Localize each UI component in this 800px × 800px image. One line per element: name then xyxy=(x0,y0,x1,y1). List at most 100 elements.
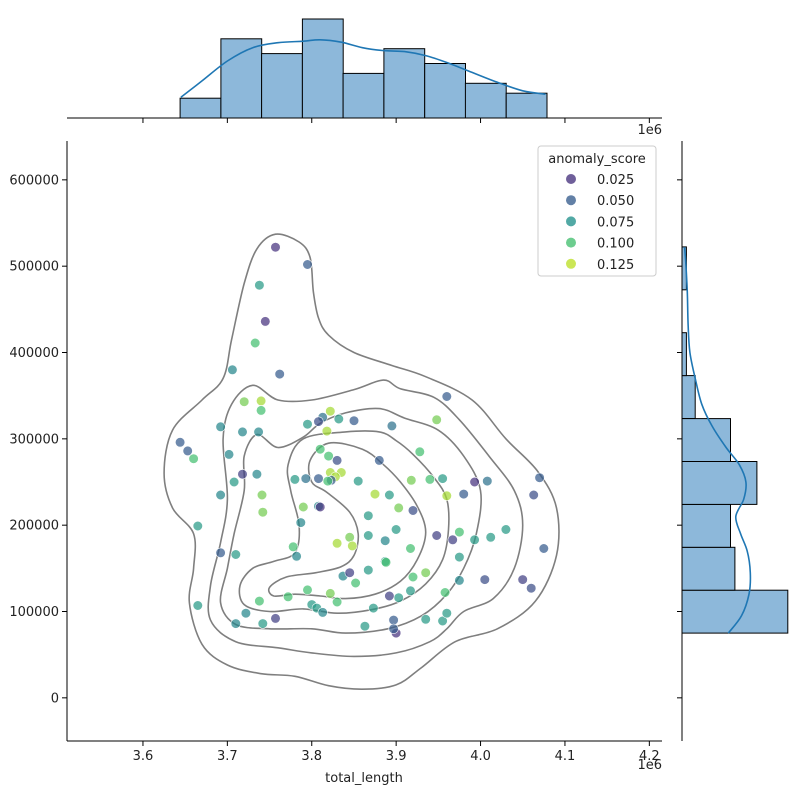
scatter-point xyxy=(254,280,265,291)
y-tick-label: 100000 xyxy=(9,605,59,620)
scatter-point xyxy=(393,592,404,603)
scatter-point xyxy=(315,444,326,455)
scatter-point xyxy=(188,453,199,464)
scatter-point xyxy=(447,534,458,545)
top-histogram-bar xyxy=(301,18,344,119)
scatter-point xyxy=(302,584,313,596)
scatter-point xyxy=(407,571,419,583)
scatter-point xyxy=(291,551,302,562)
scatter-point xyxy=(437,473,448,484)
scatter-point xyxy=(479,574,490,585)
scatter-point xyxy=(406,475,417,486)
scatter-point xyxy=(363,530,374,541)
scatter-point xyxy=(274,369,285,380)
scatter-point xyxy=(270,613,281,624)
scatter-point xyxy=(321,426,333,437)
scatter-point xyxy=(380,557,392,568)
right-histogram-bar xyxy=(681,503,731,548)
scatter-point xyxy=(441,391,452,402)
scatter-point xyxy=(344,532,355,543)
scatter-point xyxy=(251,469,262,480)
right-marginal-histogram xyxy=(681,246,789,634)
scatter-point xyxy=(240,608,251,619)
x-tick-label: 4.2 xyxy=(639,749,660,764)
scatter-point xyxy=(359,621,371,632)
scatter-point xyxy=(441,490,452,501)
main-scatter-plot xyxy=(163,233,560,691)
scatter-point xyxy=(414,446,425,457)
legend-label: 0.075 xyxy=(597,215,634,230)
scatter-point xyxy=(256,405,267,416)
scatter-point xyxy=(332,538,343,549)
scatter-point xyxy=(454,526,465,538)
scatter-point xyxy=(368,602,379,614)
legend-label: 0.100 xyxy=(597,237,634,252)
scatter-point xyxy=(182,445,193,457)
scatter-point xyxy=(215,489,226,501)
scatter-point xyxy=(454,551,465,563)
scatter-point xyxy=(405,585,416,596)
scatter-point xyxy=(538,543,549,554)
legend-entries: 0.025 0.050 0.075 0.100 0.125 xyxy=(566,173,634,273)
x-axis-label: total_length xyxy=(325,771,403,786)
scatter-point xyxy=(350,577,361,589)
axes: 3.6 3.7 3.8 3.9 4.0 4.1 4.2 0 100000 200000 300000… xyxy=(9,117,683,764)
scatter-point xyxy=(289,474,301,485)
scatter-point xyxy=(526,583,537,594)
legend-label: 0.025 xyxy=(597,173,634,188)
scatter-point xyxy=(384,590,395,602)
scatter-point xyxy=(302,419,313,430)
scatter-point xyxy=(260,316,271,327)
legend-marker xyxy=(566,174,576,184)
scatter-point xyxy=(215,547,226,558)
scatter-point xyxy=(250,337,261,349)
scatter-point xyxy=(317,607,328,618)
legend-marker xyxy=(566,195,576,206)
scatter-point xyxy=(348,415,360,426)
scatter-point xyxy=(393,502,404,514)
scatter-point xyxy=(454,575,465,586)
scatter-point xyxy=(369,489,381,500)
top-histogram-bar xyxy=(383,48,426,119)
scatter-point xyxy=(469,476,480,488)
scatter-point xyxy=(229,476,240,488)
scatter-point xyxy=(313,416,324,427)
top-histogram-bar xyxy=(342,72,385,119)
right-histogram-bar xyxy=(681,589,789,634)
scatter-point xyxy=(440,587,451,598)
scatter-point xyxy=(256,489,268,501)
scatter-point xyxy=(374,455,385,466)
scatter-point xyxy=(325,588,336,599)
legend-marker xyxy=(566,237,576,248)
legend-label: 0.125 xyxy=(597,258,634,273)
scatter-point xyxy=(388,614,399,626)
legend: anomaly_score 0.025 0.050 0.075 0.100 0.125 xyxy=(537,145,657,277)
x-tick-label: 3.8 xyxy=(301,749,322,764)
scatter-point xyxy=(344,567,355,578)
scatter-point xyxy=(353,476,364,487)
scatter-point xyxy=(257,618,268,629)
top-kde-line xyxy=(180,38,546,98)
top-histogram-bar xyxy=(220,38,263,119)
scatter-point xyxy=(227,364,238,375)
kde-contour-2 xyxy=(207,379,524,658)
scatter-point xyxy=(257,507,268,518)
scatter-point xyxy=(420,614,431,625)
scatter-point xyxy=(283,591,294,602)
x-tick-label: 3.7 xyxy=(217,749,238,764)
top-axis-offset-label: 1e6 xyxy=(637,123,662,138)
x-axis-offset-label: 1e6 xyxy=(637,758,662,773)
scatter-point xyxy=(323,451,334,462)
scatter-point xyxy=(437,615,448,627)
top-marginal-histogram xyxy=(179,18,548,119)
scatter-point xyxy=(192,520,203,532)
scatter-point xyxy=(424,474,436,485)
scatter-point xyxy=(313,473,324,484)
right-histogram-bar xyxy=(681,375,696,420)
scatter-point xyxy=(528,489,539,501)
scatter-point xyxy=(315,501,326,513)
scatter-point xyxy=(237,469,248,480)
scatter-point xyxy=(192,600,203,611)
top-histogram-bar xyxy=(464,82,507,119)
